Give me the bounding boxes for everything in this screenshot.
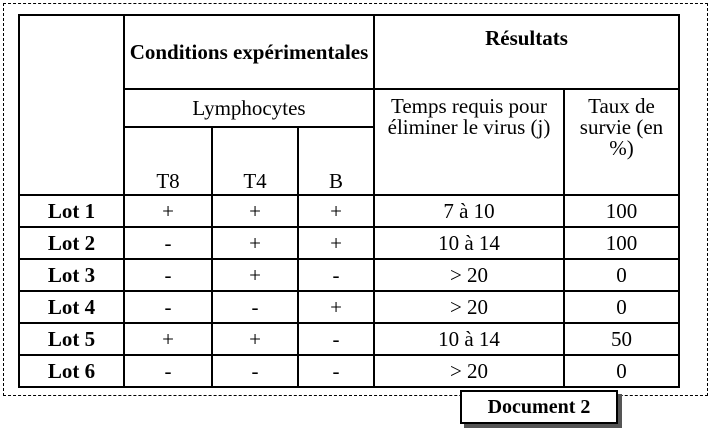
time-value: 10 à 14 [373, 322, 565, 356]
lot-label: Lot 3 [18, 258, 125, 292]
t8-value: - [123, 290, 213, 324]
b-value: - [297, 354, 375, 388]
document-caption: Document 2 [460, 390, 618, 424]
t4-value: - [211, 354, 299, 388]
b-value: - [297, 258, 375, 292]
table-row: Lot 5 + + - 10 à 14 50 [18, 322, 680, 356]
t8-value: - [123, 354, 213, 388]
survival-value: 50 [563, 322, 680, 356]
t4-value: - [211, 290, 299, 324]
col-t8: T8 [123, 126, 213, 196]
survival-value: 100 [563, 194, 680, 228]
time-value: 10 à 14 [373, 226, 565, 260]
lot-label: Lot 4 [18, 290, 125, 324]
t4-value: + [211, 258, 299, 292]
dashed-frame [3, 3, 708, 396]
time-value: > 20 [373, 258, 565, 292]
table-row: Lot 1 + + + 7 à 10 100 [18, 194, 680, 228]
table-row: Lot 3 - + - > 20 0 [18, 258, 680, 292]
survival-value: 0 [563, 290, 680, 324]
b-value: + [297, 290, 375, 324]
time-value: > 20 [373, 290, 565, 324]
header-results: Résultats [373, 14, 680, 90]
header-time: Temps requis pour éliminer le virus (j) [373, 88, 565, 196]
header-lymphocytes: Lymphocytes [123, 88, 375, 128]
survival-value: 0 [563, 258, 680, 292]
t4-value: + [211, 226, 299, 260]
empty-corner-cell [18, 14, 125, 196]
col-b: B [297, 126, 375, 196]
time-value: 7 à 10 [373, 194, 565, 228]
lot-label: Lot 1 [18, 194, 125, 228]
t8-value: - [123, 226, 213, 260]
header-survival: Taux de survie (en %) [563, 88, 680, 196]
b-value: + [297, 194, 375, 228]
b-value: - [297, 322, 375, 356]
lot-label: Lot 2 [18, 226, 125, 260]
t4-value: + [211, 194, 299, 228]
table-row: Lot 2 - + + 10 à 14 100 [18, 226, 680, 260]
t8-value: + [123, 194, 213, 228]
time-value: > 20 [373, 354, 565, 388]
t4-value: + [211, 322, 299, 356]
lot-label: Lot 5 [18, 322, 125, 356]
col-t4: T4 [211, 126, 299, 196]
t8-value: + [123, 322, 213, 356]
header-conditions: Conditions expérimentales [123, 14, 375, 90]
t8-value: - [123, 258, 213, 292]
b-value: + [297, 226, 375, 260]
table-row: Lot 4 - - + > 20 0 [18, 290, 680, 324]
survival-value: 0 [563, 354, 680, 388]
table-row: Lot 6 - - - > 20 0 [18, 354, 680, 388]
lot-label: Lot 6 [18, 354, 125, 388]
results-table: Conditions expérimentales Résultats Lymp… [18, 14, 680, 388]
survival-value: 100 [563, 226, 680, 260]
